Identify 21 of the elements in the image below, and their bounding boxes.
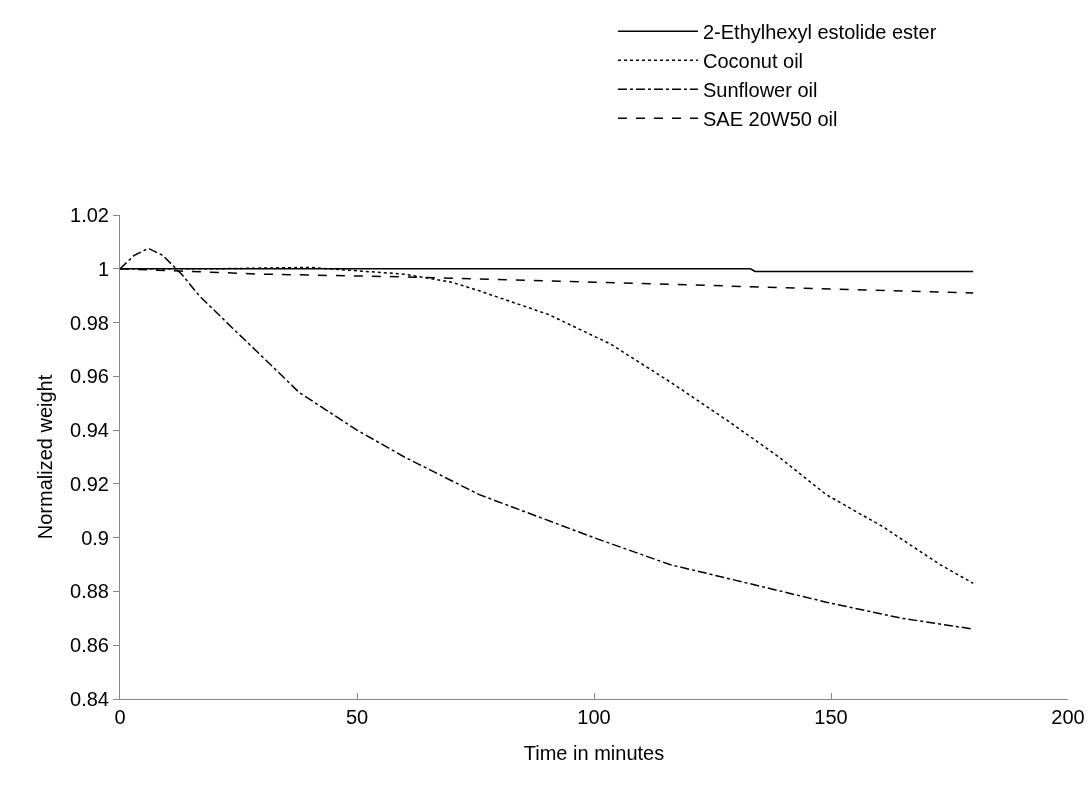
x-tick-label: 150: [814, 706, 848, 728]
legend-label: 2-Ethylhexyl estolide ester: [702, 21, 937, 44]
y-tick-label: 0.96: [70, 365, 109, 388]
x-tick-label: 0: [114, 706, 126, 728]
legend-label: SAE 20W50 oil: [702, 108, 838, 131]
y-tick-label: 0.94: [70, 419, 109, 442]
y-tick-label: 0.84: [70, 688, 109, 710]
y-tick-label: 0.98: [70, 311, 109, 334]
y-tick-label: 0.88: [70, 580, 109, 603]
y-tick-label: 0.86: [70, 634, 109, 657]
y-tick-label: 1.02: [70, 204, 109, 226]
x-tick-label: 100: [577, 706, 611, 728]
legend-label: Sunflower oil: [702, 79, 818, 102]
y-tick-label: 0.9: [81, 526, 109, 549]
y-tick-label: 1: [97, 257, 109, 280]
y-tick-label: 0.92: [70, 472, 109, 495]
x-tick-label: 200: [1051, 706, 1085, 728]
x-axis-title: Time in minutes: [523, 741, 665, 764]
y-axis-title: Normalized weight: [33, 374, 56, 540]
x-tick-label: 50: [345, 706, 369, 728]
legend-label: Coconut oil: [702, 50, 804, 73]
